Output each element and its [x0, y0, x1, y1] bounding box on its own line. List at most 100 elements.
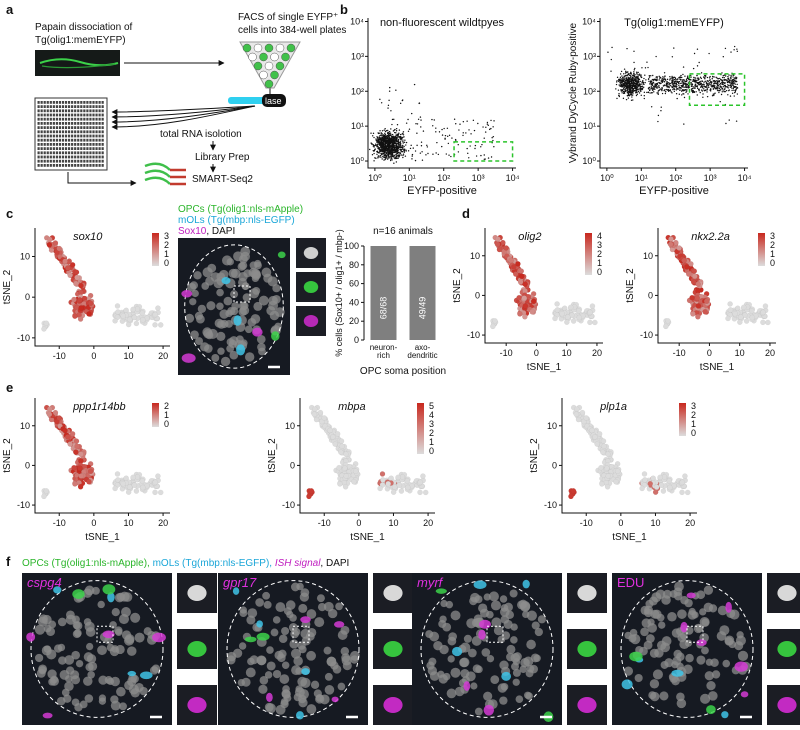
well: [102, 105, 104, 108]
event-dot: [378, 142, 379, 143]
well: [65, 156, 67, 159]
event-dot: [403, 149, 404, 150]
nucleus: [125, 634, 135, 644]
well: [99, 105, 101, 108]
well: [86, 101, 88, 104]
well: [62, 118, 64, 121]
event-dot: [641, 77, 642, 78]
event-dot: [389, 131, 390, 132]
event-dot: [628, 83, 629, 84]
event-dot: [422, 160, 423, 161]
well: [44, 118, 46, 121]
event-dot: [635, 90, 636, 91]
well: [86, 164, 88, 167]
nucleus: [120, 592, 130, 602]
cell-point: [78, 283, 83, 288]
nucleus: [451, 610, 461, 620]
event-dot: [692, 80, 693, 81]
nucleus: [510, 589, 518, 597]
cell-point: [690, 311, 695, 316]
nucleus: [306, 704, 316, 714]
event-dot: [490, 128, 491, 129]
event-dot: [370, 132, 371, 133]
well: [41, 126, 43, 129]
event-dot: [708, 87, 709, 88]
cell-point: [560, 311, 565, 316]
cell-point: [750, 315, 755, 320]
event-dot: [658, 87, 659, 88]
well: [59, 118, 61, 121]
event-dot: [714, 87, 715, 88]
event-dot: [396, 130, 397, 131]
event-dot: [687, 93, 688, 94]
label: 68/68: [379, 297, 389, 320]
event-dot: [625, 72, 626, 73]
event-dot: [667, 79, 668, 80]
well: [83, 109, 85, 112]
event-dot: [650, 88, 651, 89]
event-dot: [395, 157, 396, 158]
event-dot: [702, 81, 703, 82]
signal: [236, 344, 245, 355]
event-dot: [733, 88, 734, 89]
event-dot: [657, 121, 658, 122]
event-dot: [426, 145, 427, 146]
well: [68, 114, 70, 117]
event-dot: [382, 156, 383, 157]
event-dot: [383, 153, 384, 154]
well: [47, 130, 49, 133]
event-dot: [618, 81, 619, 82]
event-dot: [447, 128, 448, 129]
nucleus: [311, 681, 319, 689]
nucleus: [229, 269, 238, 278]
well: [53, 164, 55, 167]
well: [102, 109, 104, 112]
event-dot: [458, 151, 459, 152]
event-dot: [466, 148, 467, 149]
event-dot: [683, 93, 684, 94]
well: [38, 143, 40, 146]
cell-point: [71, 297, 76, 302]
well: [38, 164, 40, 167]
signal: [266, 693, 273, 702]
event-dot: [728, 78, 729, 79]
well: [102, 164, 104, 167]
well: [77, 143, 79, 146]
event-dot: [628, 74, 629, 75]
event-dot: [468, 157, 469, 158]
event-dot: [697, 65, 698, 66]
well: [59, 156, 61, 159]
event-dot: [633, 62, 634, 63]
well: [47, 147, 49, 150]
event-dot: [396, 140, 397, 141]
cell-point: [589, 428, 594, 433]
well: [68, 151, 70, 154]
event-dot: [676, 98, 677, 99]
well: [102, 143, 104, 146]
well: [74, 101, 76, 104]
event-dot: [482, 126, 483, 127]
cell-point: [152, 490, 157, 495]
event-dot: [656, 86, 657, 87]
event-dot: [393, 152, 394, 153]
nucleus: [306, 651, 316, 661]
nucleus: [116, 687, 126, 697]
nucleus: [97, 645, 107, 655]
event-dot: [681, 77, 682, 78]
cell-point: [595, 441, 600, 446]
event-dot: [664, 84, 665, 85]
cell-point: [606, 473, 611, 478]
cell-point: [682, 473, 687, 478]
event-dot: [688, 86, 689, 87]
label: -10: [673, 348, 686, 358]
well: [71, 135, 73, 138]
nucleus: [325, 673, 333, 681]
nucleus: [227, 258, 234, 265]
cell-point: [47, 237, 52, 242]
well: [44, 135, 46, 138]
event-dot: [664, 72, 665, 73]
event-dot: [441, 129, 442, 130]
event-dot: [635, 88, 636, 89]
well: [102, 114, 104, 117]
label: 20: [685, 518, 695, 528]
